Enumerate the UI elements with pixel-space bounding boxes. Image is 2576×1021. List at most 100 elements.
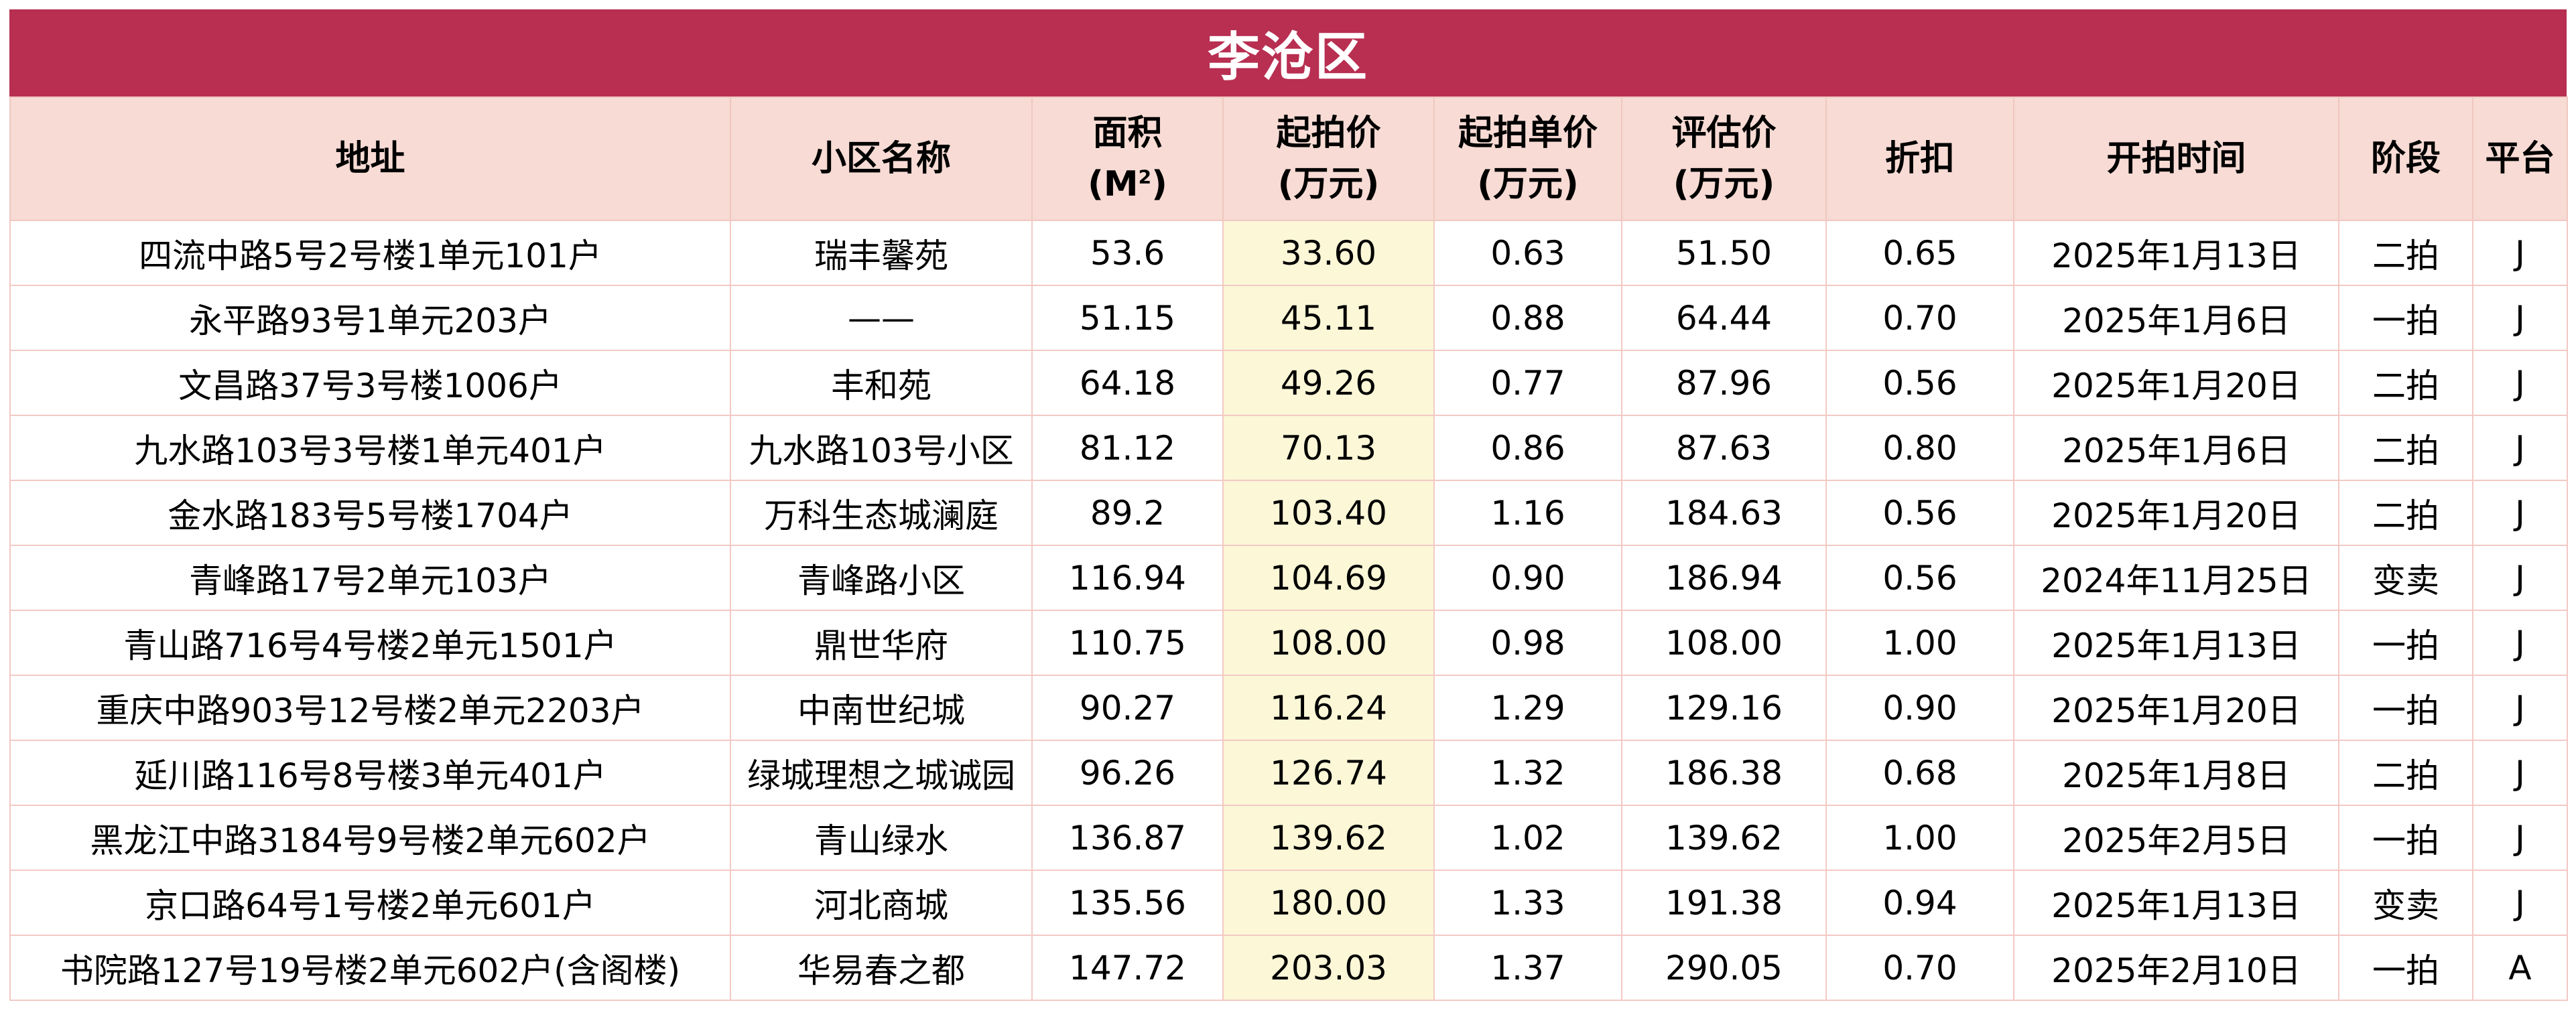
cell-platform: A: [2472, 935, 2568, 1001]
cell-area: 81.12: [1031, 415, 1224, 481]
cell-discount: 0.70: [1825, 285, 2014, 351]
cell-time: 2025年1月20日: [2013, 675, 2339, 741]
cell-appraisal: 290.05: [1621, 935, 1827, 1001]
cell-platform: J: [2472, 220, 2568, 286]
cell-start-price: 203.03: [1222, 935, 1435, 1001]
header-area-sup: 2: [1138, 165, 1152, 188]
cell-area: 64.18: [1031, 350, 1224, 416]
header-area-line2: (M2): [1033, 159, 1222, 210]
cell-time: 2025年1月20日: [2013, 350, 2339, 416]
cell-time: 2025年1月13日: [2013, 610, 2339, 676]
cell-time: 2025年1月6日: [2013, 285, 2339, 351]
cell-start-price: 49.26: [1222, 350, 1435, 416]
header-platform: 平台: [2472, 96, 2568, 221]
table-row: 重庆中路903号12号楼2单元2203户 中南世纪城 90.27 116.24 …: [9, 675, 2568, 741]
cell-stage: 一拍: [2338, 285, 2473, 351]
header-area-unit-close: ): [1151, 164, 1167, 204]
cell-discount: 0.65: [1825, 220, 2014, 286]
table-row: 四流中路5号2号楼1单元101户 瑞丰馨苑 53.6 33.60 0.63 51…: [9, 220, 2568, 286]
cell-unit-price: 1.37: [1433, 935, 1622, 1001]
cell-platform: J: [2472, 870, 2568, 936]
cell-platform: J: [2472, 740, 2568, 806]
cell-stage: 二拍: [2338, 415, 2473, 481]
table-row: 青峰路17号2单元103户 青峰路小区 116.94 104.69 0.90 1…: [9, 545, 2568, 611]
table-row: 黑龙江中路3184号9号楼2单元602户 青山绿水 136.87 139.62 …: [9, 805, 2568, 871]
cell-unit-price: 1.16: [1433, 480, 1622, 546]
header-appraisal-line2: (万元): [1673, 164, 1775, 204]
cell-platform: J: [2472, 805, 2568, 871]
header-area: 面积 (M2): [1031, 96, 1224, 221]
cell-platform: J: [2472, 350, 2568, 416]
cell-start-price: 103.40: [1222, 480, 1435, 546]
cell-address: 书院路127号19号楼2单元602户(含阁楼): [9, 935, 731, 1001]
table-row: 书院路127号19号楼2单元602户(含阁楼) 华易春之都 147.72 203…: [9, 935, 2568, 1001]
cell-appraisal: 64.44: [1621, 285, 1827, 351]
cell-platform: J: [2472, 480, 2568, 546]
spreadsheet: 李沧区 地址 小区名称 面积 (M2) 起拍价: [9, 9, 2568, 1001]
cell-stage: 二拍: [2338, 480, 2473, 546]
header-unit-price-line2: (万元): [1477, 164, 1579, 204]
cell-discount: 0.90: [1825, 675, 2014, 741]
header-discount: 折扣: [1825, 96, 2014, 221]
cell-community: 河北商城: [730, 870, 1033, 936]
cell-area: 96.26: [1031, 740, 1224, 806]
cell-stage: 二拍: [2338, 740, 2473, 806]
cell-unit-price: 1.33: [1433, 870, 1622, 936]
table-row: 延川路116号8号楼3单元401户 绿城理想之城诚园 96.26 126.74 …: [9, 740, 2568, 806]
cell-address: 永平路93号1单元203户: [9, 285, 731, 351]
table-row: 金水路183号5号楼1704户 万科生态城澜庭 89.2 103.40 1.16…: [9, 480, 2568, 546]
cell-appraisal: 186.94: [1621, 545, 1827, 611]
cell-area: 147.72: [1031, 935, 1224, 1001]
header-start-price: 起拍价 (万元): [1222, 96, 1435, 221]
cell-discount: 0.94: [1825, 870, 2014, 936]
cell-address: 文昌路37号3号楼1006户: [9, 350, 731, 416]
header-stage: 阶段: [2338, 96, 2473, 221]
cell-community: 青峰路小区: [730, 545, 1033, 611]
cell-community: 万科生态城澜庭: [730, 480, 1033, 546]
cell-start-price: 108.00: [1222, 610, 1435, 676]
cell-community: 绿城理想之城诚园: [730, 740, 1033, 806]
cell-address: 金水路183号5号楼1704户: [9, 480, 731, 546]
cell-unit-price: 1.29: [1433, 675, 1622, 741]
header-row: 地址 小区名称 面积 (M2) 起拍价 (万元) 起拍单价 (万元) 评估价 (…: [9, 96, 2568, 221]
cell-start-price: 33.60: [1222, 220, 1435, 286]
cell-area: 135.56: [1031, 870, 1224, 936]
cell-community: 瑞丰馨苑: [730, 220, 1033, 286]
cell-stage: 变卖: [2338, 545, 2473, 611]
cell-community: 青山绿水: [730, 805, 1033, 871]
header-auction-time: 开拍时间: [2013, 96, 2339, 221]
district-title: 李沧区: [9, 9, 2567, 96]
cell-address: 黑龙江中路3184号9号楼2单元602户: [9, 805, 731, 871]
cell-appraisal: 108.00: [1621, 610, 1827, 676]
cell-community: 华易春之都: [730, 935, 1033, 1001]
cell-time: 2025年1月8日: [2013, 740, 2339, 806]
cell-unit-price: 0.86: [1433, 415, 1622, 481]
cell-address: 延川路116号8号楼3单元401户: [9, 740, 731, 806]
cell-appraisal: 186.38: [1621, 740, 1827, 806]
cell-stage: 一拍: [2338, 675, 2473, 741]
header-start-price-line1: 起拍价: [1276, 113, 1381, 153]
cell-area: 116.94: [1031, 545, 1224, 611]
cell-unit-price: 0.77: [1433, 350, 1622, 416]
header-start-price-line2: (万元): [1277, 164, 1380, 204]
table-body: 四流中路5号2号楼1单元101户 瑞丰馨苑 53.6 33.60 0.63 51…: [9, 220, 2568, 1001]
header-area-line1: 面积: [1092, 113, 1163, 153]
cell-area: 89.2: [1031, 480, 1224, 546]
cell-unit-price: 0.63: [1433, 220, 1622, 286]
table-row: 青山路716号4号楼2单元1501户 鼎世华府 110.75 108.00 0.…: [9, 610, 2568, 676]
cell-stage: 二拍: [2338, 350, 2473, 416]
cell-time: 2025年2月10日: [2013, 935, 2339, 1001]
cell-appraisal: 51.50: [1621, 220, 1827, 286]
header-unit-price-line1: 起拍单价: [1458, 113, 1598, 153]
cell-platform: J: [2472, 285, 2568, 351]
cell-area: 51.15: [1031, 285, 1224, 351]
cell-start-price: 45.11: [1222, 285, 1435, 351]
cell-discount: 1.00: [1825, 805, 2014, 871]
cell-unit-price: 0.88: [1433, 285, 1622, 351]
cell-stage: 变卖: [2338, 870, 2473, 936]
cell-appraisal: 191.38: [1621, 870, 1827, 936]
cell-discount: 0.80: [1825, 415, 2014, 481]
cell-stage: 二拍: [2338, 220, 2473, 286]
cell-address: 青山路716号4号楼2单元1501户: [9, 610, 731, 676]
cell-unit-price: 0.98: [1433, 610, 1622, 676]
